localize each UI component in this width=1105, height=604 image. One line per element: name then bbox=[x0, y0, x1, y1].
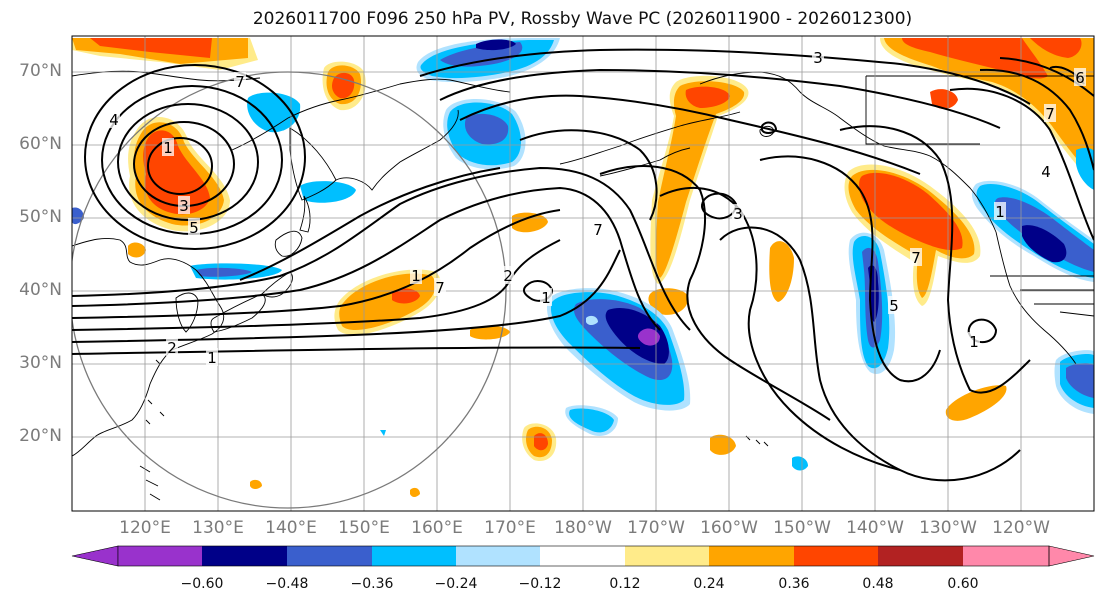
contour-label-bg bbox=[1040, 162, 1052, 180]
contour-label: 3 bbox=[733, 205, 743, 223]
colorbar-tick: −0.36 bbox=[350, 576, 394, 592]
contour-label: 7 bbox=[593, 221, 603, 239]
map-title: 2026011700 F096 250 hPa PV, Rossby Wave … bbox=[252, 9, 913, 29]
colorbar-tick: 0.12 bbox=[609, 576, 641, 592]
contour-label: 1 bbox=[995, 203, 1005, 221]
contour-label-bg bbox=[1044, 104, 1056, 122]
colorbar-bin bbox=[963, 546, 1049, 566]
coastlines bbox=[72, 70, 1094, 501]
map-frame bbox=[71, 35, 1095, 512]
contour-label: 5 bbox=[889, 297, 899, 315]
colorbar-tick: −0.60 bbox=[180, 576, 224, 592]
colorbar-tick: −0.12 bbox=[518, 576, 562, 592]
colorbar-frame bbox=[117, 545, 1050, 567]
lat-label-20n: 20°N bbox=[19, 426, 62, 446]
contour-label: 5 bbox=[189, 219, 199, 237]
contour-label: 1 bbox=[969, 333, 979, 351]
contour-label: 1 bbox=[163, 139, 173, 157]
colorbar-tick: 0.60 bbox=[947, 576, 979, 592]
contour-label: 4 bbox=[109, 111, 119, 129]
contour-label: 4 bbox=[1041, 163, 1051, 181]
contour-label-bg bbox=[108, 110, 120, 128]
colorbar-tick: −0.24 bbox=[434, 576, 478, 592]
contour-label-bg bbox=[502, 266, 514, 284]
lon-label-150e: 150°E bbox=[338, 518, 390, 538]
lon-label-140e: 140°E bbox=[265, 518, 317, 538]
contour-label-bg bbox=[166, 338, 178, 356]
contour-label-bg bbox=[410, 266, 422, 284]
contour-label: 6 bbox=[1075, 69, 1085, 87]
lon-label-140w: 140°W bbox=[846, 518, 904, 538]
colorbar-tick: −0.48 bbox=[265, 576, 309, 592]
contour-label: 7 bbox=[1045, 105, 1055, 123]
colorbar-tick: 0.36 bbox=[778, 576, 810, 592]
contour-label: 7 bbox=[435, 279, 445, 297]
contour-label-bg bbox=[234, 72, 246, 90]
contour-label-bg bbox=[968, 332, 980, 350]
contour-label-bg bbox=[592, 220, 604, 238]
lon-label-130e: 130°E bbox=[192, 518, 244, 538]
lon-label-160e: 160°E bbox=[411, 518, 463, 538]
contour-label-bg bbox=[178, 196, 190, 214]
contour-label-bg bbox=[434, 278, 446, 296]
lat-label-50n: 50°N bbox=[19, 207, 62, 227]
lat-label-70n: 70°N bbox=[19, 61, 62, 81]
contour-label: 1 bbox=[207, 349, 217, 367]
lon-label-130w: 130°W bbox=[919, 518, 977, 538]
contour-label: 2 bbox=[167, 339, 177, 357]
contour-label: 1 bbox=[411, 267, 421, 285]
colorbar-tick: 0.24 bbox=[693, 576, 725, 592]
contour-label: 3 bbox=[179, 197, 189, 215]
lat-label-40n: 40°N bbox=[19, 280, 62, 300]
focus-circle bbox=[72, 71, 507, 509]
contour-label-bg bbox=[540, 288, 552, 306]
colorbar bbox=[71, 545, 1095, 567]
lon-label-170w: 170°W bbox=[627, 518, 685, 538]
contour-label-bg bbox=[188, 218, 200, 236]
contour-label-bg bbox=[732, 204, 744, 222]
colorbar-min-extension bbox=[71, 545, 119, 567]
colorbar-bin bbox=[878, 546, 963, 566]
colorbar-bin bbox=[287, 546, 372, 566]
lat-label-30n: 30°N bbox=[19, 353, 62, 373]
colorbar-bin bbox=[709, 546, 794, 566]
lon-label-150w: 150°W bbox=[773, 518, 831, 538]
contour-label-bg bbox=[994, 202, 1006, 220]
colorbar-bin bbox=[118, 546, 202, 566]
lon-label-120e: 120°E bbox=[119, 518, 171, 538]
contour-label-bg bbox=[888, 296, 900, 314]
colorbar-bin bbox=[456, 546, 540, 566]
colorbar-bin bbox=[625, 546, 709, 566]
contour-label-bg bbox=[1074, 68, 1086, 86]
lon-label-170e: 170°E bbox=[484, 518, 536, 538]
contour-label-bg bbox=[162, 138, 174, 156]
colorbar-tick: 0.48 bbox=[862, 576, 894, 592]
colorbar-bin bbox=[540, 546, 625, 566]
colorbar-bin bbox=[372, 546, 456, 566]
contour-label-bg bbox=[910, 248, 922, 266]
lon-label-160w: 160°W bbox=[700, 518, 758, 538]
lon-label-120w: 120°W bbox=[992, 518, 1050, 538]
contour-label-bg bbox=[206, 348, 218, 366]
contour-label: 1 bbox=[541, 289, 551, 307]
contour-label: 2 bbox=[503, 267, 513, 285]
colorbar-bin bbox=[794, 546, 878, 566]
colorbar-bin bbox=[202, 546, 287, 566]
contour-label: 7 bbox=[235, 73, 245, 91]
colorbar-max-extension bbox=[1048, 545, 1095, 567]
lat-label-60n: 60°N bbox=[19, 134, 62, 154]
contour-label: 7 bbox=[911, 249, 921, 267]
contour-label: 3 bbox=[813, 49, 823, 67]
lon-label-180w: 180°W bbox=[554, 518, 612, 538]
contour-label-bg bbox=[812, 48, 824, 66]
